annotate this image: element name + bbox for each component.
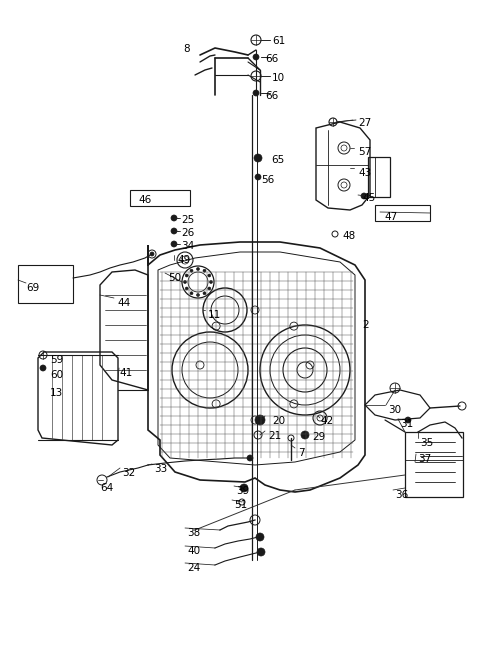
Text: 65: 65 xyxy=(271,155,284,165)
Circle shape xyxy=(190,292,193,295)
Text: 20: 20 xyxy=(272,416,285,426)
Bar xyxy=(130,190,190,206)
Text: 21: 21 xyxy=(268,431,281,441)
Bar xyxy=(368,157,390,197)
Circle shape xyxy=(190,269,193,272)
Text: 50: 50 xyxy=(168,273,181,283)
Circle shape xyxy=(171,228,177,234)
Text: 57: 57 xyxy=(358,147,371,157)
Text: 32: 32 xyxy=(122,468,135,478)
Circle shape xyxy=(40,365,46,371)
Circle shape xyxy=(171,241,177,247)
Text: 64: 64 xyxy=(100,483,113,493)
Circle shape xyxy=(185,287,188,290)
Text: 10: 10 xyxy=(272,73,285,83)
Circle shape xyxy=(203,292,206,295)
Text: 26: 26 xyxy=(181,228,194,238)
Circle shape xyxy=(255,174,261,180)
Text: 47: 47 xyxy=(384,212,397,222)
Text: 60: 60 xyxy=(50,370,63,380)
Text: 31: 31 xyxy=(400,419,413,429)
Circle shape xyxy=(361,193,367,199)
Text: 45: 45 xyxy=(362,193,375,203)
Text: 7: 7 xyxy=(298,448,305,458)
Text: 48: 48 xyxy=(342,231,355,241)
Circle shape xyxy=(171,215,177,221)
Circle shape xyxy=(254,154,262,162)
Circle shape xyxy=(247,455,253,461)
Circle shape xyxy=(196,268,200,270)
Circle shape xyxy=(196,293,200,297)
Text: 30: 30 xyxy=(388,405,401,415)
Text: 42: 42 xyxy=(320,416,333,426)
Text: 37: 37 xyxy=(418,454,431,464)
Circle shape xyxy=(257,548,265,556)
Circle shape xyxy=(240,484,248,492)
Text: 11: 11 xyxy=(208,310,221,320)
Circle shape xyxy=(301,431,309,439)
Text: 56: 56 xyxy=(261,175,274,185)
Text: 35: 35 xyxy=(420,438,433,448)
Text: 51: 51 xyxy=(234,500,247,510)
Circle shape xyxy=(209,281,213,283)
Circle shape xyxy=(208,287,211,290)
Circle shape xyxy=(203,269,206,272)
Text: 34: 34 xyxy=(181,241,194,251)
Text: 36: 36 xyxy=(395,490,408,500)
Text: 59: 59 xyxy=(50,355,63,365)
Bar xyxy=(375,205,430,221)
Circle shape xyxy=(208,274,211,277)
Text: 41: 41 xyxy=(119,368,132,378)
Text: 49: 49 xyxy=(177,255,190,265)
Text: 38: 38 xyxy=(187,528,200,538)
Text: 46: 46 xyxy=(138,195,151,205)
Text: 29: 29 xyxy=(312,432,325,442)
Text: 69: 69 xyxy=(26,283,39,293)
Circle shape xyxy=(150,252,154,256)
Text: 33: 33 xyxy=(154,464,167,474)
Text: 43: 43 xyxy=(358,168,371,178)
Circle shape xyxy=(253,90,259,96)
Bar xyxy=(18,265,73,303)
Text: 27: 27 xyxy=(358,118,371,128)
Text: 44: 44 xyxy=(117,298,130,308)
Circle shape xyxy=(256,533,264,541)
Text: 25: 25 xyxy=(181,215,194,225)
Circle shape xyxy=(183,281,187,283)
Text: 66: 66 xyxy=(265,91,278,101)
Text: 66: 66 xyxy=(265,54,278,64)
Circle shape xyxy=(253,54,259,60)
Bar xyxy=(405,432,463,497)
Text: 13: 13 xyxy=(50,388,63,398)
Text: 8: 8 xyxy=(183,44,190,54)
Text: 40: 40 xyxy=(187,546,200,556)
Text: 39: 39 xyxy=(236,486,249,496)
Circle shape xyxy=(405,417,411,423)
Circle shape xyxy=(255,415,265,425)
Text: 24: 24 xyxy=(187,563,200,573)
Text: 2: 2 xyxy=(362,320,369,330)
Text: 61: 61 xyxy=(272,36,285,46)
Circle shape xyxy=(185,274,188,277)
